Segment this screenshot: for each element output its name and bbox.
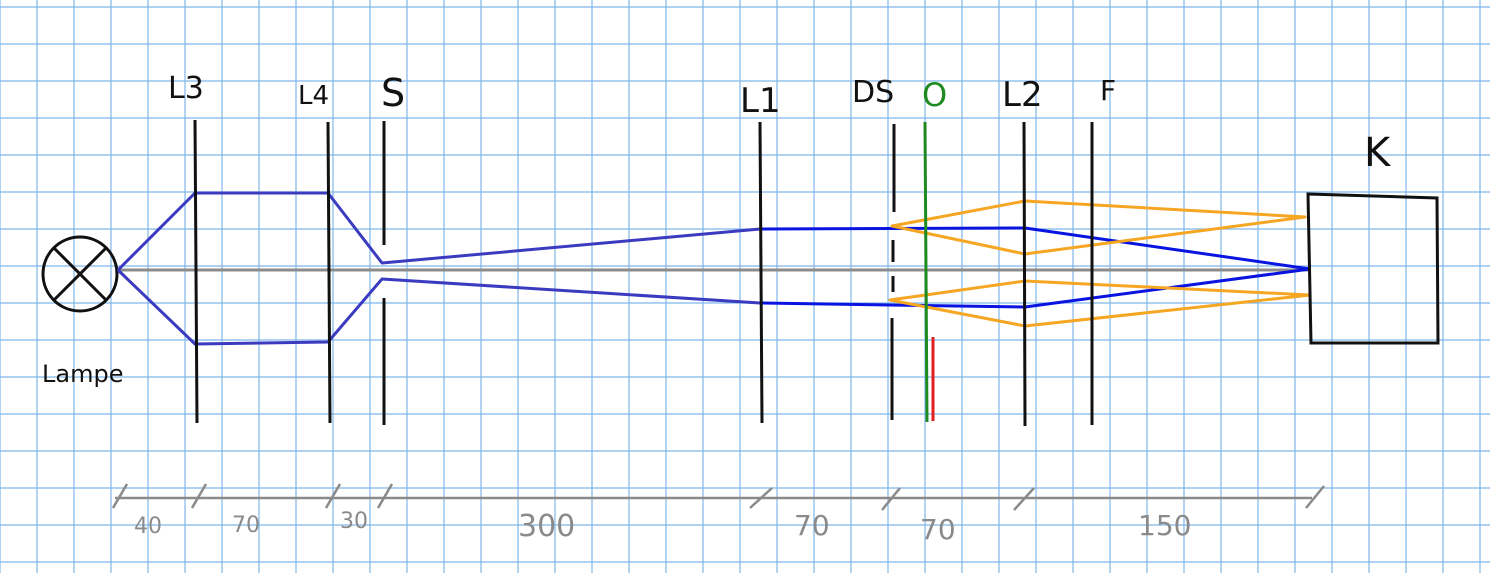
label-s: S xyxy=(381,71,405,115)
lens-l4 xyxy=(326,121,332,424)
aperture-ds xyxy=(890,124,896,420)
dimension-ds-l2: 70 xyxy=(920,513,956,546)
label-l1: L1 xyxy=(740,81,781,121)
label-k: K xyxy=(1364,130,1392,176)
label-l2: L2 xyxy=(1002,75,1043,115)
label-f: F xyxy=(1100,74,1116,107)
dimension-l3-l4: 70 xyxy=(232,513,260,538)
dimension-line xyxy=(111,483,1325,511)
label-ds: DS xyxy=(852,75,894,110)
imaging-beam xyxy=(759,226,1311,309)
label-l4: L4 xyxy=(298,81,329,111)
dimension-lamp-l3: 40 xyxy=(134,514,162,539)
lamp-icon xyxy=(41,235,119,313)
label-lamp: Lampe xyxy=(42,360,123,388)
lens-l2 xyxy=(1022,121,1027,427)
dimension-l1-ds: 70 xyxy=(794,509,830,542)
dimension-l4-s: 30 xyxy=(340,509,368,534)
camera-k xyxy=(1306,192,1440,345)
lens-l1 xyxy=(758,121,764,424)
dimension-s-l1: 300 xyxy=(518,509,575,544)
label-o: O xyxy=(922,76,947,114)
label-l3: L3 xyxy=(168,71,204,106)
object-plane-o xyxy=(923,121,929,423)
lens-l3 xyxy=(193,119,199,424)
dimension-l2-k: 150 xyxy=(1138,509,1191,542)
